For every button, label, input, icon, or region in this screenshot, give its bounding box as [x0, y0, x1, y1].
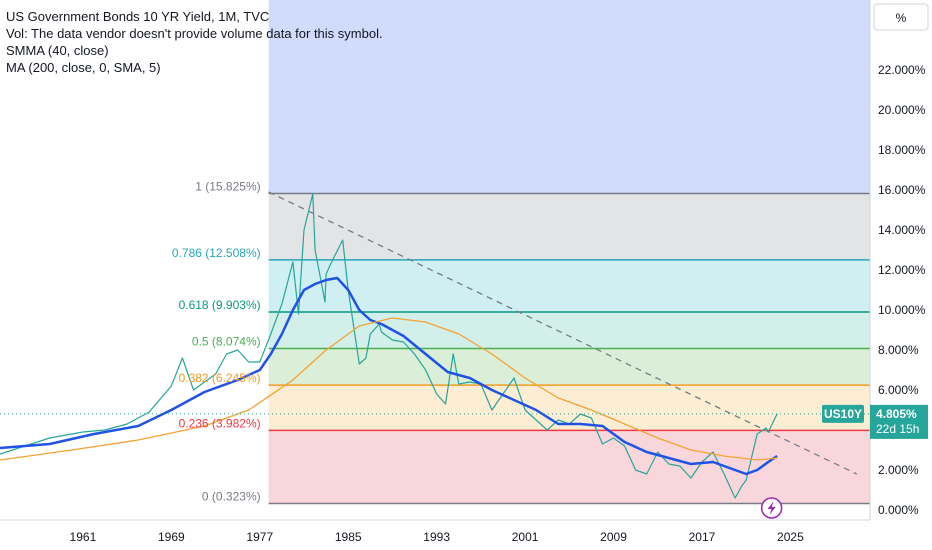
fib-label-0.5: 0.5 (8.074%) [192, 335, 261, 349]
x-tick-label: 2025 [777, 530, 804, 544]
fib-label-0.786: 0.786 (12.508%) [172, 246, 261, 260]
time-axis-bg [0, 520, 932, 550]
fib-band-upper [268, 0, 870, 194]
legend-ma[interactable]: MA (200, close, 0, SMA, 5) [6, 60, 161, 75]
x-tick-label: 1961 [70, 530, 97, 544]
series-line-smma [0, 276, 778, 476]
scale-unit-label: % [896, 11, 907, 25]
series-line-price [0, 193, 778, 499]
series-line-ma [0, 317, 778, 461]
y-tick-label: 10.000% [878, 303, 926, 317]
x-tick-label: 1993 [423, 530, 450, 544]
x-tick-label: 1985 [335, 530, 362, 544]
y-tick-label: 2.000% [878, 463, 919, 477]
series-layer [0, 191, 870, 499]
fib-band-0.786 [268, 259, 870, 312]
fib-labels: 1 (15.825%) 0.786 (12.508%) 0.618 (9.903%)… [172, 180, 261, 504]
y-tick-label: 0.000% [878, 503, 919, 517]
y-tick-label: 8.000% [878, 343, 919, 357]
chart-legend: US Government Bonds 10 YR Yield, 1M, TVC… [6, 8, 383, 76]
price-tag-value: 4.805% [876, 407, 917, 421]
price-tag-symbol: US10Y [824, 407, 862, 421]
fib-band-0.618 [268, 311, 870, 349]
lightning-icon-glyph [767, 501, 776, 515]
price-tag-countdown: 22d 15h [876, 422, 919, 436]
legend-title[interactable]: US Government Bonds 10 YR Yield, 1M, TVC [6, 9, 270, 24]
legend-volume-note: Vol: The data vendor doesn't provide vol… [6, 26, 383, 41]
fib-label-0.382: 0.382 (6.245%) [179, 371, 261, 385]
fib-label-0.618: 0.618 (9.903%) [179, 298, 261, 312]
legend-smma[interactable]: SMMA (40, close) [6, 43, 109, 58]
fib-label-1: 1 (15.825%) [195, 180, 260, 194]
price-scale-bg [870, 0, 932, 550]
y-tick-label: 14.000% [878, 223, 926, 237]
y-tick-label: 18.000% [878, 143, 926, 157]
scale-unit-button [873, 3, 929, 31]
price-tag-symbol-bg [822, 404, 864, 423]
fib-bands [268, 0, 870, 504]
price-tag-bg [870, 404, 928, 439]
fib-lines [268, 192, 870, 505]
x-tick-label: 1977 [246, 530, 273, 544]
fib-band-1 [268, 193, 870, 260]
x-tick-label: 2009 [600, 530, 627, 544]
x-tick-label: 2001 [512, 530, 539, 544]
trendline [268, 191, 858, 475]
fib-label-0.236: 0.236 (3.982%) [179, 416, 261, 430]
fib-label-0: 0 (0.323%) [202, 490, 261, 504]
fib-band-0.5 [268, 348, 870, 386]
x-tick-label: 2017 [689, 530, 716, 544]
y-tick-label: 12.000% [878, 263, 926, 277]
y-tick-label: 20.000% [878, 103, 926, 117]
y-tick-label: 22.000% [878, 63, 926, 77]
x-tick-label: 1969 [158, 530, 185, 544]
y-tick-label: 16.000% [878, 183, 926, 197]
y-tick-label: 6.000% [878, 383, 919, 397]
fib-band-0.236 [268, 430, 870, 504]
